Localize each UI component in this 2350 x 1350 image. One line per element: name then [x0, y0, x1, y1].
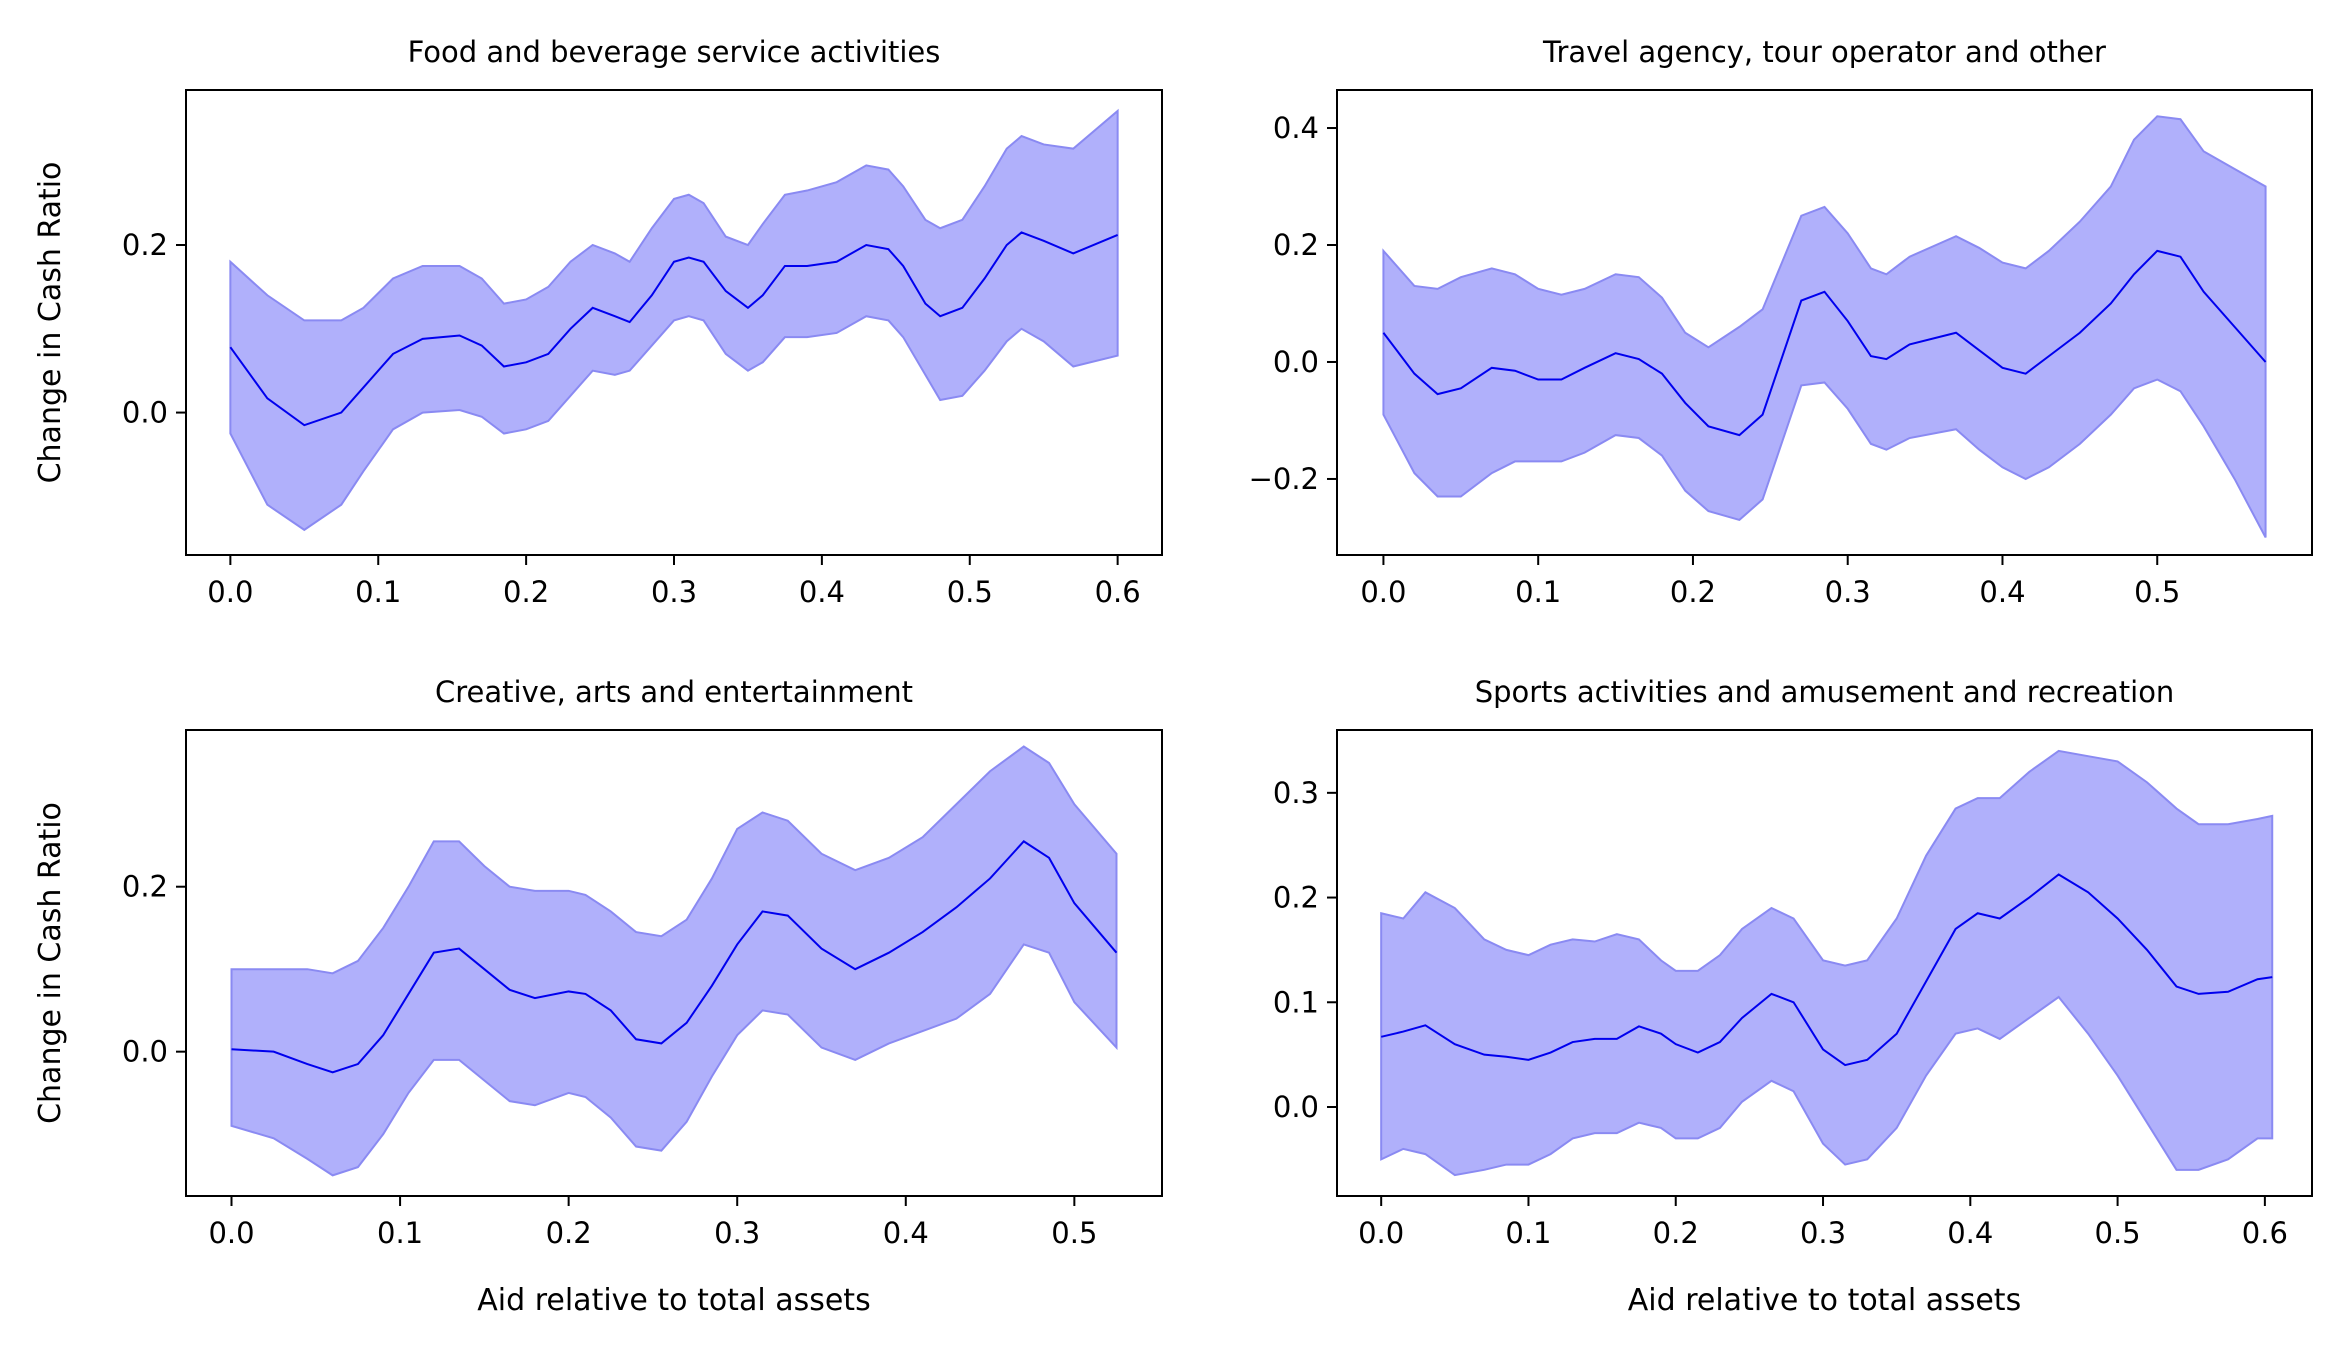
y-tick-label: 0.0 [122, 1035, 168, 1069]
x-tick-label: 0.0 [1360, 575, 1406, 609]
x-tick-label: 0.4 [1979, 575, 2025, 609]
y-tick-label: 0.4 [1273, 111, 1319, 145]
x-tick-label: 0.5 [2134, 575, 2180, 609]
x-tick-label: 0.3 [651, 575, 697, 609]
x-tick-label: 0.0 [208, 1216, 254, 1250]
axes-frame [185, 729, 1163, 1197]
x-tick-label: 0.3 [1825, 575, 1871, 609]
y-tick-label: 0.0 [122, 396, 168, 430]
x-tick-label: 0.5 [947, 575, 993, 609]
x-tick-label: 0.4 [1947, 1216, 1993, 1250]
y-tick-label: 0.2 [1273, 228, 1319, 262]
confidence-band [1382, 115, 2267, 538]
x-tick-label: 0.1 [355, 575, 401, 609]
x-tick-label: 0.2 [1670, 575, 1716, 609]
subplot-2: 0.0 0.1 0.2 0.3 0.4 0.5 −0.2 0.0 0.2 0.4 Travel ag… [1249, 35, 2313, 609]
estimate-line [1382, 249, 2267, 437]
axes-frame [1336, 89, 2313, 556]
y-tick-label: 0.2 [122, 228, 168, 262]
x-tick-label: 0.1 [377, 1216, 423, 1250]
y-tick-label: 0.0 [1273, 1090, 1319, 1124]
subplot-title: Food and beverage service activities [408, 35, 941, 69]
y-tick-label: −0.2 [1249, 462, 1319, 496]
estimate-line [1380, 873, 2273, 1067]
confidence-band [230, 745, 1118, 1177]
subplot-4: 0.0 0.1 0.2 0.3 0.4 0.5 0.6 0.0 0.1 0.2 0.3 Sports … [1273, 675, 2313, 1318]
x-tick-label: 0.4 [799, 575, 845, 609]
subplot-title: Creative, arts and entertainment [435, 675, 913, 709]
x-axis-label: Aid relative to total assets [477, 1283, 870, 1318]
axes-frame [1336, 729, 2313, 1197]
x-tick-label: 0.2 [546, 1216, 592, 1250]
confidence-band [229, 108, 1119, 532]
x-tick-label: 0.5 [1051, 1216, 1097, 1250]
y-tick-label: 0.3 [1273, 776, 1319, 810]
subplot-title: Travel agency, tour operator and other [1542, 35, 2106, 69]
confidence-band [1380, 749, 2274, 1177]
y-axis-label: Change in Cash Ratio [33, 162, 68, 484]
y-axis-label: Change in Cash Ratio [33, 802, 68, 1124]
subplot-1: 0.0 0.1 0.2 0.3 0.4 0.5 0.6 0.0 0.2 Food and beve… [33, 35, 1163, 609]
x-tick-label: 0.5 [2095, 1216, 2141, 1250]
x-tick-label: 0.6 [2242, 1216, 2288, 1250]
x-tick-label: 0.3 [714, 1216, 760, 1250]
y-tick-label: 0.1 [1273, 985, 1319, 1019]
x-tick-label: 0.0 [1358, 1216, 1404, 1250]
subplot-3: 0.0 0.1 0.2 0.3 0.4 0.5 0.0 0.2 Creative, arts a… [33, 675, 1163, 1318]
x-tick-label: 0.4 [883, 1216, 929, 1250]
x-tick-label: 0.0 [207, 575, 253, 609]
x-tick-label: 0.1 [1505, 1216, 1551, 1250]
x-tick-label: 0.1 [1515, 575, 1561, 609]
x-tick-label: 0.2 [1653, 1216, 1699, 1250]
estimate-line [231, 840, 1118, 1074]
x-tick-label: 0.3 [1800, 1216, 1846, 1250]
x-tick-label: 0.2 [503, 575, 549, 609]
x-tick-label: 0.6 [1095, 575, 1141, 609]
estimate-line [229, 231, 1119, 427]
y-tick-label: 0.2 [1273, 881, 1319, 915]
subplot-title: Sports activities and amusement and recr… [1475, 675, 2175, 709]
x-axis-label: Aid relative to total assets [1628, 1283, 2021, 1318]
y-tick-label: 0.2 [122, 870, 168, 904]
y-tick-label: 0.0 [1273, 345, 1319, 379]
